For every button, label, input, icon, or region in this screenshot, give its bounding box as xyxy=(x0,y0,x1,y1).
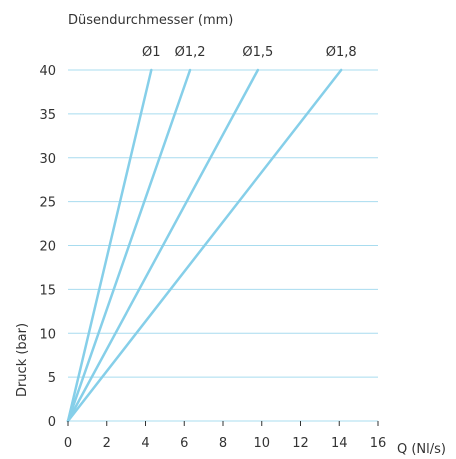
x-tick-label: 6 xyxy=(180,436,188,451)
series-line xyxy=(66,68,260,423)
chart-title: Düsendurchmesser (mm) xyxy=(68,13,233,28)
y-tick-label: 35 xyxy=(39,108,56,123)
x-tick-label: 4 xyxy=(141,436,149,451)
y-tick-label: 30 xyxy=(39,152,56,167)
series-label: Ø1,5 xyxy=(242,45,273,60)
x-tick-label: 14 xyxy=(331,436,348,451)
y-tick-label: 25 xyxy=(39,196,56,211)
x-tick-label: 0 xyxy=(64,436,72,451)
x-tick-label: 10 xyxy=(253,436,270,451)
series-label: Ø1 xyxy=(142,45,161,60)
y-tick-label: 5 xyxy=(48,371,56,386)
x-tick-label: 8 xyxy=(219,436,227,451)
grid xyxy=(68,69,378,422)
x-tick-label: 16 xyxy=(370,436,387,451)
series-label: Ø1,2 xyxy=(175,45,206,60)
x-tick-label: 12 xyxy=(292,436,309,451)
y-ticks: 0 5 10 15 20 25 30 35 40 xyxy=(39,64,56,430)
y-tick-label: 0 xyxy=(48,415,56,430)
x-axis-label: Q (Nl/s) xyxy=(397,442,446,457)
series-line xyxy=(66,68,153,423)
y-axis-label: Druck (bar) xyxy=(15,323,30,397)
x-tick-label: 2 xyxy=(103,436,111,451)
y-tick-label: 40 xyxy=(39,64,56,79)
series-line xyxy=(66,68,343,423)
x-ticks: 0 2 4 6 8 10 12 14 16 xyxy=(64,421,386,451)
y-tick-label: 15 xyxy=(39,283,56,298)
y-tick-label: 20 xyxy=(39,240,56,255)
series-label: Ø1,8 xyxy=(326,45,357,60)
series-line xyxy=(66,68,192,423)
y-tick-label: 10 xyxy=(39,327,56,342)
series-group: Ø1 Ø1,2 Ø1,5 Ø1,8 xyxy=(66,45,357,423)
